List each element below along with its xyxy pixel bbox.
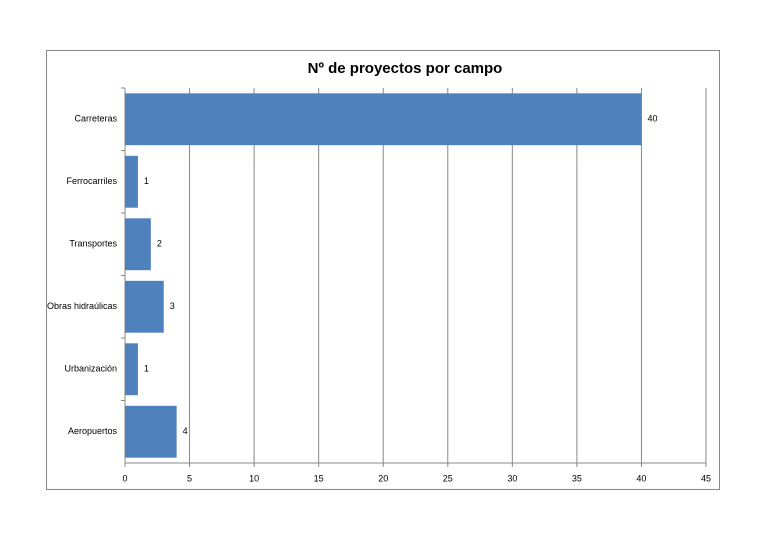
data-label: 1 — [144, 176, 149, 186]
y-tick-label: Carreteras — [74, 114, 117, 124]
data-label: 40 — [647, 114, 657, 124]
x-tick-label: 30 — [507, 473, 517, 483]
data-label: 1 — [144, 364, 149, 374]
chart-title: Nº de proyectos por campo — [308, 60, 503, 77]
x-tick-label: 35 — [572, 473, 582, 483]
data-label: 3 — [170, 301, 175, 311]
x-tick-label: 40 — [636, 473, 646, 483]
data-label: 4 — [183, 426, 188, 436]
x-tick-label: 10 — [249, 473, 259, 483]
bar — [125, 343, 138, 396]
data-label: 2 — [157, 239, 162, 249]
y-tick-label: Transportes — [69, 239, 117, 249]
bar — [125, 405, 177, 458]
y-tick-label: Obras hidraúlicas — [47, 301, 118, 311]
bar — [125, 155, 138, 208]
bar — [125, 280, 164, 333]
x-tick-label: 20 — [378, 473, 388, 483]
x-tick-label: 25 — [443, 473, 453, 483]
x-tick-label: 0 — [122, 473, 127, 483]
x-tick-label: 15 — [314, 473, 324, 483]
x-tick-label: 5 — [187, 473, 192, 483]
y-tick-label: Aeropuertos — [68, 426, 118, 436]
y-tick-label: Ferrocarriles — [66, 176, 117, 186]
bar — [125, 93, 642, 146]
bar — [125, 218, 151, 271]
y-tick-label: Urbanización — [64, 364, 117, 374]
x-tick-label: 45 — [701, 473, 711, 483]
